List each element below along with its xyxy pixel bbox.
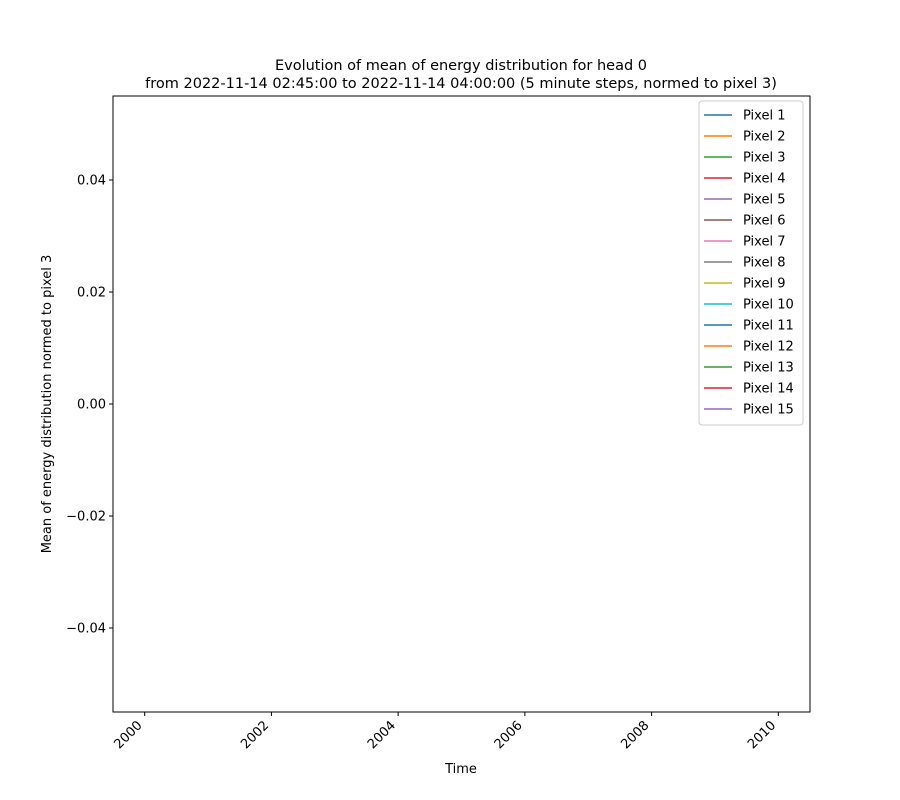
legend-label: Pixel 10: [743, 298, 794, 313]
legend-label: Pixel 11: [743, 319, 794, 334]
legend-label: Pixel 12: [743, 340, 794, 355]
x-tick-label: 2008: [618, 718, 652, 752]
y-axis-label: Mean of energy distribution normed to pi…: [40, 255, 55, 554]
x-axis-ticks: 2000 2002 2004 2006 2008 2010: [112, 712, 779, 752]
chart-title-line2: from 2022-11-14 02:45:00 to 2022-11-14 0…: [145, 76, 777, 92]
legend-label: Pixel 2: [743, 130, 785, 145]
legend-box: [698, 100, 804, 426]
x-tick-label: 2006: [492, 718, 526, 752]
legend-label: Pixel 9: [743, 277, 785, 292]
y-tick-label: 0.04: [77, 174, 106, 189]
plot-area-frame: [112, 95, 811, 713]
legend-label: Pixel 13: [743, 361, 794, 376]
y-axis-ticks: 0.04 0.02 0.00 −0.02 −0.04: [66, 174, 113, 637]
legend-label: Pixel 7: [743, 235, 785, 250]
legend: Pixel 1 Pixel 2 Pixel 3 Pixel 4 Pixel 5 Pixel…: [698, 100, 804, 426]
legend-label: Pixel 14: [743, 382, 794, 397]
y-tick-label: −0.02: [66, 510, 106, 525]
x-axis-label: Time: [444, 762, 477, 777]
legend-label: Pixel 6: [743, 214, 785, 229]
y-tick-label: 0.02: [77, 286, 106, 301]
legend-label: Pixel 3: [743, 151, 785, 166]
chart-title-line1: Evolution of mean of energy distribution…: [275, 58, 647, 74]
legend-label: Pixel 5: [743, 193, 785, 208]
y-tick-label: −0.04: [66, 622, 106, 637]
x-tick-label: 2000: [112, 718, 146, 752]
x-tick-label: 2002: [238, 718, 272, 752]
legend-label: Pixel 8: [743, 256, 785, 271]
legend-label: Pixel 1: [743, 109, 785, 124]
y-tick-label: 0.00: [77, 398, 106, 413]
legend-label: Pixel 4: [743, 172, 785, 187]
x-tick-label: 2004: [365, 718, 399, 752]
legend-label: Pixel 15: [743, 403, 794, 418]
x-tick-label: 2010: [745, 718, 779, 752]
